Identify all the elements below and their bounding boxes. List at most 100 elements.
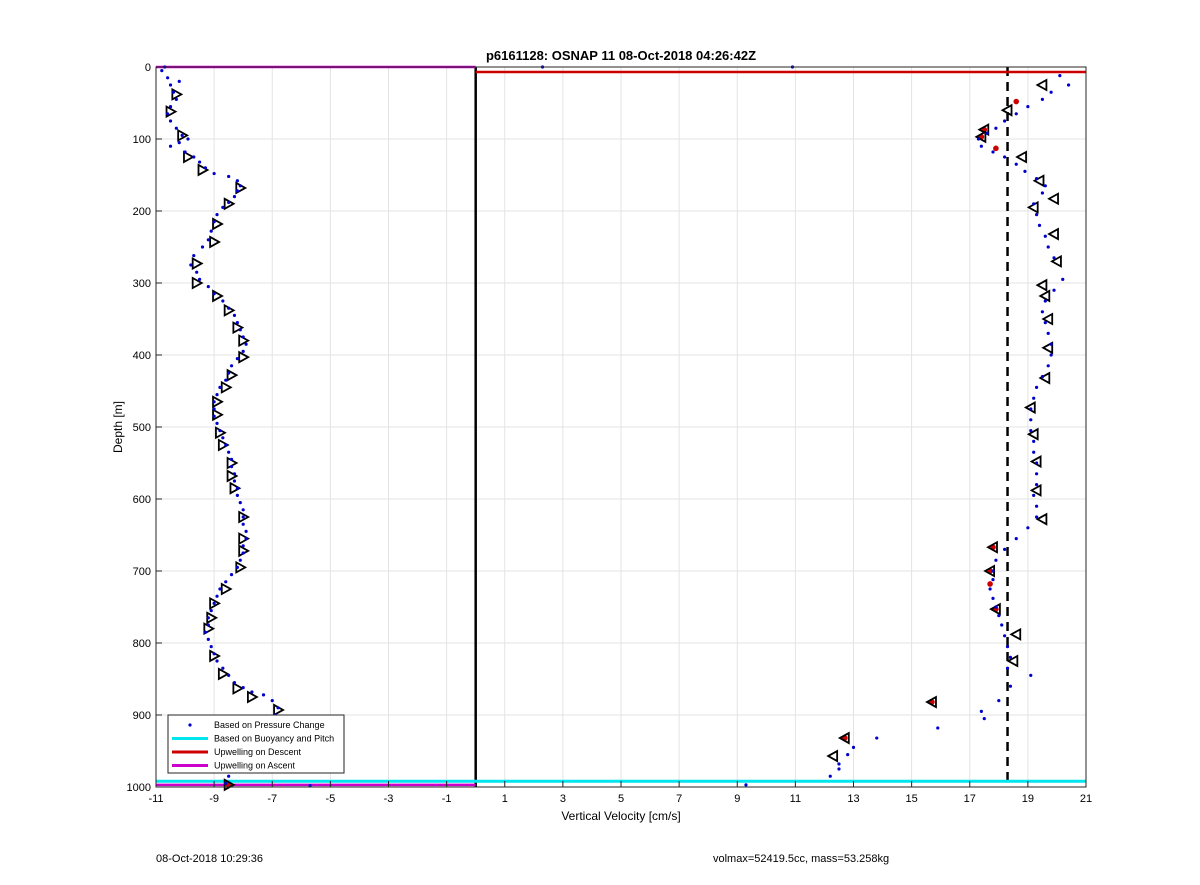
descent-triangle-marker [1038,289,1051,303]
pressure-change-point [215,594,219,598]
y-tick-label: 200 [133,206,151,218]
y-tick-label: 800 [133,638,151,650]
descent-triangle-marker [1038,371,1051,385]
pressure-change-point [192,254,196,258]
ascent-triangle-marker [247,690,259,704]
ascent-triangle-marker [209,235,221,249]
pressure-change-point [1046,331,1050,335]
ascent-triangle-marker [229,481,242,495]
pressure-change-point [241,686,245,690]
pressure-change-point [224,378,228,382]
pressure-change-point [189,263,193,267]
pressure-change-point [1003,155,1007,159]
pressure-change-point [1040,97,1045,101]
ascent-triangle-marker [191,276,204,290]
ascent-triangle-marker [238,510,251,524]
descent-triangle-marker [1047,192,1059,206]
y-tick-label: 900 [133,710,151,722]
x-tick-label: -3 [384,793,394,805]
pressure-change-point [238,184,242,188]
x-tick-label: 7 [676,793,682,805]
x-tick-label: 15 [906,793,918,805]
ascent-triangle-marker [212,217,224,231]
pressure-change-point [209,609,213,613]
pressure-change-point [1023,169,1027,173]
pressure-change-point [1052,256,1056,260]
pressure-change-point [203,630,208,634]
red-upwelling-point [1013,98,1020,105]
pressure-change-point [1052,288,1056,292]
pressure-change-point [1034,461,1039,465]
pressure-change-point [994,605,998,609]
pressure-change-point [206,238,210,242]
legend-label: Based on Buoyancy and Pitch [214,734,334,744]
pressure-change-point [232,681,237,685]
ascent-triangle-marker [226,469,239,483]
pressure-change-point [250,690,254,694]
pressure-change-point [232,195,237,199]
pressure-change-point [229,573,234,577]
pressure-change-point [180,133,184,137]
pressure-change-point [229,364,234,368]
pressure-change-point [235,486,239,490]
ascent-triangle-marker [220,582,233,596]
legend-swatch [188,723,192,727]
pressure-change-point [982,717,986,721]
pressure-change-point [177,141,181,145]
pressure-change-point [1032,493,1036,497]
ascent-triangle-marker [238,350,251,364]
pressure-change-point [206,616,210,620]
pressure-change-point [238,328,242,332]
descent-triangle-marker [1047,227,1059,241]
descent-triangle-marker [1026,427,1039,441]
pressure-change-point [221,436,225,440]
pressure-change-point [1066,83,1071,87]
pressure-change-point [936,726,940,730]
pressure-change-point [1040,310,1045,314]
pressure-change-point [1058,74,1062,78]
pressure-change-point [241,335,245,339]
pressure-change-point [229,457,234,461]
pressure-change-point [221,205,225,209]
pressure-change-point [192,155,196,159]
descent-triangle-marker [1009,627,1022,641]
pressure-change-point [235,565,239,570]
ascent-triangle-marker [232,321,245,335]
y-tick-label: 0 [145,62,151,74]
pressure-change-point [241,522,245,526]
pressure-change-point [235,357,239,361]
pressure-change-point [195,270,199,274]
pressure-change-point [174,97,178,101]
x-tick-label: 9 [734,793,740,805]
pressure-change-point [979,709,983,714]
pressure-change-point [166,76,170,80]
x-tick-label: 21 [1080,793,1092,805]
x-tick-label: 11 [790,793,801,805]
pressure-change-point [215,213,219,217]
pressure-change-point [232,472,237,476]
pressure-change-point [994,558,998,562]
pressure-change-point [235,189,239,193]
descent-triangle-marker [1032,174,1045,188]
pressure-change-point [160,69,164,73]
pressure-change-point [229,465,234,469]
pressure-change-point [994,126,998,130]
pressure-change-point [235,179,239,183]
descent-triangle-marker [1041,312,1054,326]
pressure-change-point [991,569,995,573]
pressure-change-point [241,515,245,519]
descent-triangle-marker [1050,254,1062,268]
pressure-change-point [232,313,237,317]
pressure-change-point [1046,364,1050,368]
pressure-change-point [221,299,225,303]
footer-volmax-mass: volmax=52419.5cc, mass=53.258kg [713,853,890,865]
pressure-change-point [203,166,208,170]
descent-triangle-marker [974,130,987,144]
pressure-change-point [168,83,173,87]
pressure-change-point [197,160,202,164]
ascent-triangle-marker [165,105,178,119]
pressure-change-point [227,371,231,375]
legend-label: Upwelling on Ascent [214,761,296,771]
pressure-change-point [183,150,187,154]
